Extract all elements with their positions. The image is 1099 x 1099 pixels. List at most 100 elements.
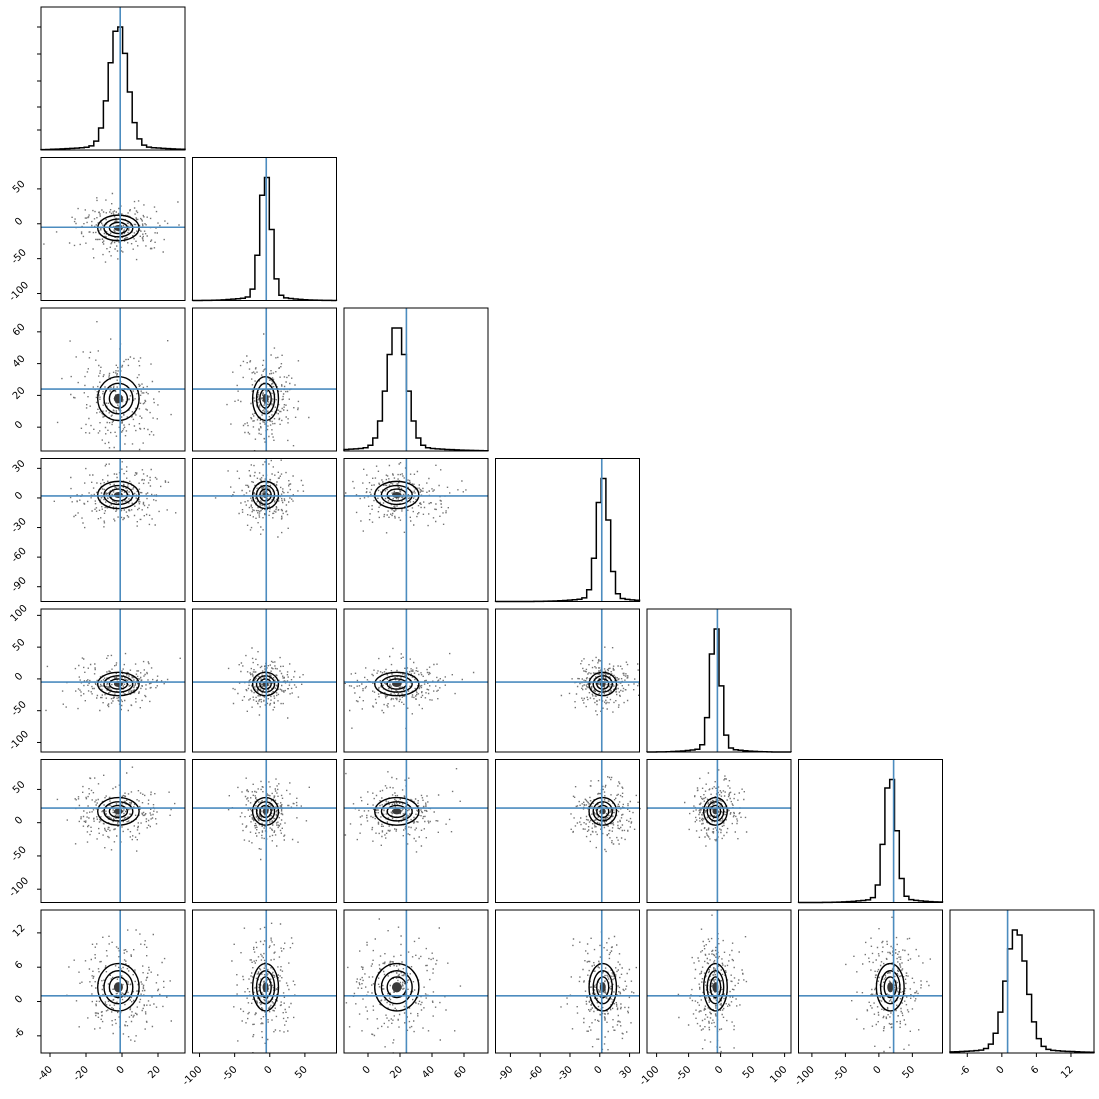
- contour-4-0-2: [108, 678, 129, 690]
- panel-frame-4-3: [495, 608, 640, 753]
- scatter-points-6-0: [66, 929, 172, 1042]
- y-tick-label-3-4: 30: [11, 458, 28, 475]
- y-tick-label-4-1: -50: [10, 699, 29, 718]
- panel-3-2: [343, 458, 489, 602]
- panel-frame-6-3: [495, 909, 640, 1054]
- panel-6-3: [495, 909, 640, 1057]
- y-tick-label-6-0: -6: [12, 1027, 27, 1042]
- tick-labels: -100-500500204060-90-60-30030-100-500501…: [7, 179, 1076, 1088]
- panel-3-3: [495, 458, 641, 603]
- scatter-6-0: [66, 929, 172, 1042]
- histogram-1: [191, 176, 338, 302]
- contour-2-0-1: [103, 382, 134, 415]
- scatter-5-3: [570, 776, 641, 853]
- x-tick-label-4-3: 50: [741, 1064, 758, 1081]
- panel-frame-3-1: [192, 458, 337, 602]
- y-tick-label-6-1: 0: [13, 994, 25, 1006]
- y-tick-label-1-2: 0: [13, 216, 25, 228]
- scatter-2-1: [226, 333, 310, 452]
- y-tick-label-2-1: 20: [11, 385, 28, 402]
- y-tick-label-2-0: 0: [13, 419, 25, 431]
- panel-frame-5-3: [495, 759, 640, 903]
- contour-3-2-0: [374, 480, 420, 510]
- x-tick-label-0-2: 0: [115, 1064, 127, 1076]
- contour-6-5-2: [883, 976, 897, 999]
- y-tick-label-3-3: 0: [13, 490, 25, 502]
- scatter-6-1: [231, 922, 296, 1054]
- x-tick-label-2-0: 0: [361, 1064, 373, 1076]
- y-tick-label-5-3: 50: [11, 779, 28, 796]
- panel-4-2: [343, 608, 489, 753]
- panel-frame-6-2: [343, 909, 489, 1054]
- y-tick-label-2-2: 40: [11, 353, 28, 370]
- scatter-6-2: [345, 918, 462, 1054]
- panel-2-2: [343, 307, 489, 452]
- x-tick-label-5-2: 0: [872, 1064, 884, 1076]
- y-tick-label-6-2: 6: [13, 959, 25, 971]
- panel-3-1: [192, 458, 337, 602]
- x-tick-label-4-0: -100: [638, 1064, 662, 1088]
- panel-6-2: [343, 909, 489, 1057]
- x-tick-label-2-2: 40: [420, 1064, 437, 1081]
- x-tick-label-0-0: -40: [36, 1064, 55, 1083]
- histogram-5: [797, 778, 944, 904]
- x-tick-label-0-1: -20: [72, 1064, 91, 1083]
- panel-5-1: [192, 759, 337, 903]
- contour-5-0-2: [108, 804, 129, 819]
- x-tick-label-4-4: 100: [768, 1064, 789, 1085]
- x-tick-label-1-2: 0: [262, 1064, 274, 1076]
- panel-frame-0-0: [40, 6, 186, 151]
- y-tick-label-5-2: 0: [13, 815, 25, 827]
- x-tick-label-2-3: 60: [452, 1064, 469, 1081]
- scatter-points-1-0: [43, 192, 180, 263]
- panel-frame-4-4: [646, 608, 792, 753]
- panel-frame-4-0: [40, 608, 186, 753]
- panel-frame-5-5: [798, 759, 943, 903]
- contour-5-0-1: [103, 801, 134, 822]
- x-tick-label-5-1: -50: [831, 1064, 850, 1083]
- contour-4-3-0: [588, 671, 618, 697]
- x-tick-label-5-3: 50: [901, 1064, 918, 1081]
- y-tick-label-4-2: 0: [13, 671, 25, 683]
- histogram-6: [949, 929, 1095, 1054]
- x-tick-label-3-0: -90: [496, 1064, 515, 1083]
- contour-5-3-2: [596, 804, 610, 819]
- contour-6-3-0: [588, 962, 618, 1012]
- scatter-points-4-3: [560, 646, 640, 716]
- contour-5-4-0: [703, 796, 728, 826]
- y-tick-label-1-0: -100: [7, 280, 31, 304]
- contour-6-3-1: [592, 970, 613, 1005]
- panel-4-1: [192, 608, 337, 753]
- scatter-6-4: [677, 914, 748, 1053]
- scatter-points-6-4: [677, 914, 748, 1053]
- contour-6-0-0: [96, 962, 140, 1012]
- contour-3-0-0: [96, 480, 140, 510]
- panel-5-2: [343, 759, 489, 903]
- contour-6-5-1: [879, 970, 901, 1005]
- y-tick-label-4-0: -100: [7, 729, 31, 753]
- panel-4-4: [646, 608, 792, 753]
- panel-frame-3-3: [495, 458, 640, 602]
- x-tick-label-6-2: 6: [1029, 1064, 1041, 1076]
- contour-4-2-1: [380, 675, 413, 693]
- panel-frame-5-1: [192, 759, 337, 903]
- contour-6-0-1: [103, 970, 134, 1005]
- scatter-5-1: [227, 777, 310, 861]
- contour-4-0-1: [103, 675, 134, 693]
- contour-6-3-2: [596, 976, 610, 999]
- contour-5-2-1: [380, 801, 413, 822]
- contour-6-4-0: [703, 962, 728, 1012]
- contour-4-3-1: [592, 675, 613, 693]
- contour-3-0-2: [108, 488, 129, 502]
- y-tick-label-3-1: -60: [10, 546, 29, 565]
- panel-frame-6-1: [192, 909, 337, 1054]
- panel-1-0: [37, 157, 186, 301]
- scatter-4-3: [560, 646, 640, 716]
- contour-5-3-3: [599, 808, 606, 815]
- x-tick-label-1-0: -100: [181, 1064, 205, 1088]
- panel-frame-4-2: [343, 608, 489, 753]
- contour-6-5-3: [887, 982, 894, 993]
- panel-frame-5-4: [646, 759, 792, 903]
- contour-6-0-2: [108, 976, 129, 999]
